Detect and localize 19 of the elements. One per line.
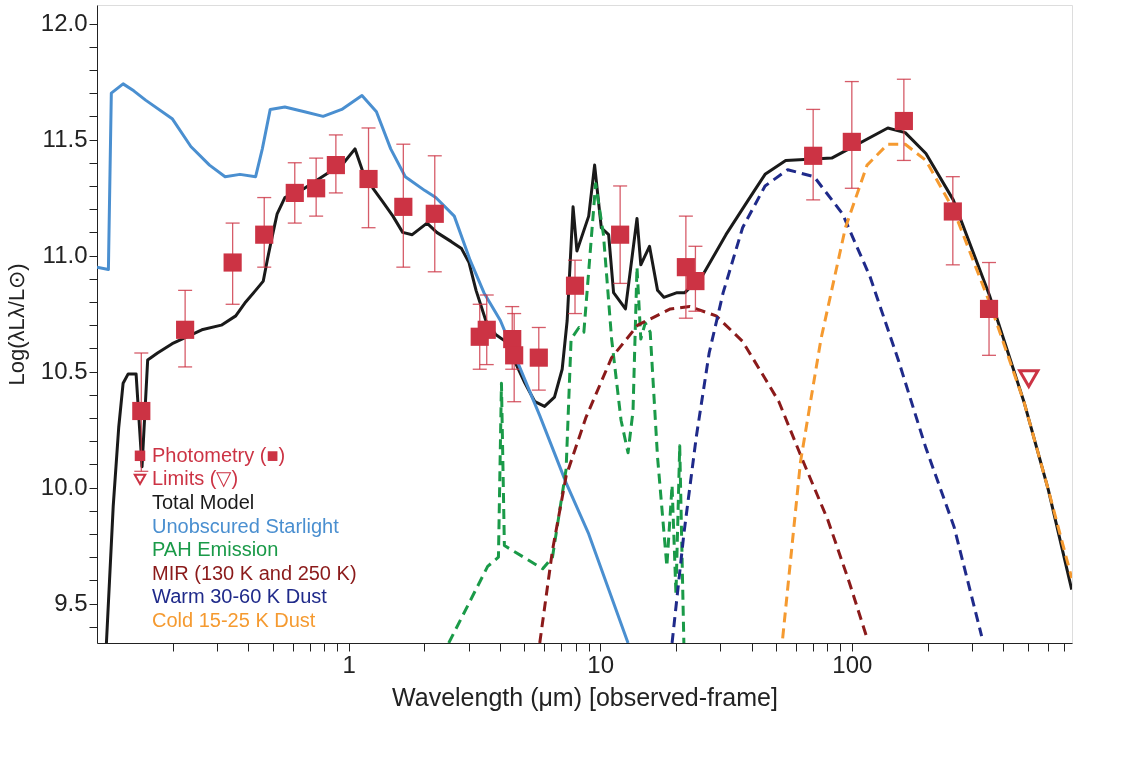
x-tick-label: 100 <box>832 650 873 678</box>
series-label: Total Model <box>152 491 255 513</box>
text: Cold 15-25 K Dust <box>152 609 316 631</box>
text: Unobscured Starlight <box>152 514 340 537</box>
y-tick-label: 9.5 <box>54 589 88 617</box>
text: MIR (130 K and 250 K) <box>152 561 357 584</box>
y-axis-title: Log(λLλ/L⊙) <box>3 263 29 386</box>
text: Warm 30-60 K Dust <box>152 585 328 608</box>
legend-label: Limits (▽) <box>152 467 239 490</box>
y-tick-label: 10.0 <box>40 473 88 501</box>
x-tick-label: 10 <box>587 650 615 678</box>
x-tick-label: 1 <box>342 650 356 678</box>
y-tick-label: 12.0 <box>40 9 88 37</box>
x-axis-title: Wavelength (μm) [observed-frame] <box>392 682 778 711</box>
y-tick-label: 11.0 <box>42 241 88 269</box>
text: PAH Emission <box>152 538 279 561</box>
y-tick-label: 10.5 <box>40 357 88 385</box>
y-tick-label: 11.5 <box>42 125 88 153</box>
legend-label: Photometry (■) <box>152 443 286 466</box>
